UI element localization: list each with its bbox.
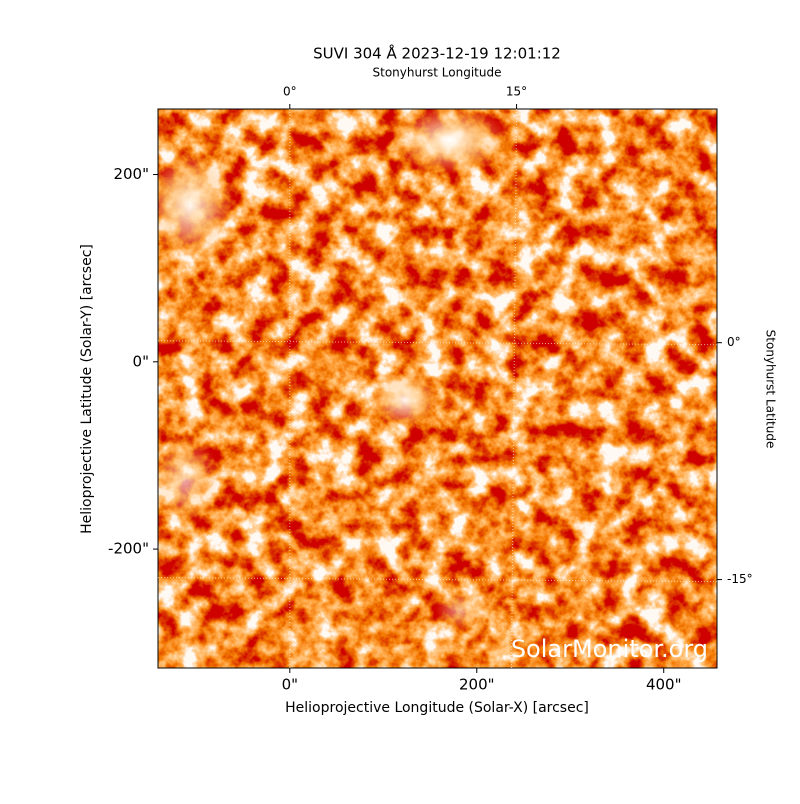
top-tick-label: 0° <box>283 85 297 99</box>
plot-frame <box>157 108 718 669</box>
bright-region <box>370 372 440 428</box>
bright-region <box>390 109 510 175</box>
y-tick-label: 200" <box>113 165 149 183</box>
watermark: SolarMonitor.org <box>511 635 708 663</box>
solar-image <box>158 109 717 668</box>
grid-line <box>157 577 718 583</box>
right-axis-label: Stonyhurst Latitude <box>764 330 778 449</box>
grid-line <box>510 108 518 669</box>
y-tick-label: 0" <box>133 352 149 370</box>
top-axis-label: Stonyhurst Longitude <box>373 66 502 80</box>
bright-region <box>158 435 220 525</box>
top-tick-label: 15° <box>506 85 527 99</box>
bright-region <box>435 590 485 630</box>
right-tick-label: 0° <box>727 335 741 349</box>
x-tick-label: 200" <box>459 676 495 694</box>
bright-region <box>158 150 235 260</box>
grid-line <box>157 340 718 346</box>
y-tick-label: -200" <box>108 540 149 558</box>
x-tick-label: 400" <box>646 676 682 694</box>
x-tick-label: 0" <box>282 676 298 694</box>
x-axis-label: Helioprojective Longitude (Solar-X) [arc… <box>285 700 589 716</box>
right-tick-label: -15° <box>727 572 753 586</box>
chart-title: SUVI 304 Å 2023-12-19 12:01:12 <box>313 44 561 63</box>
y-axis-label: Helioprojective Latitude (Solar-Y) [arcs… <box>79 244 95 534</box>
texture <box>158 109 717 668</box>
